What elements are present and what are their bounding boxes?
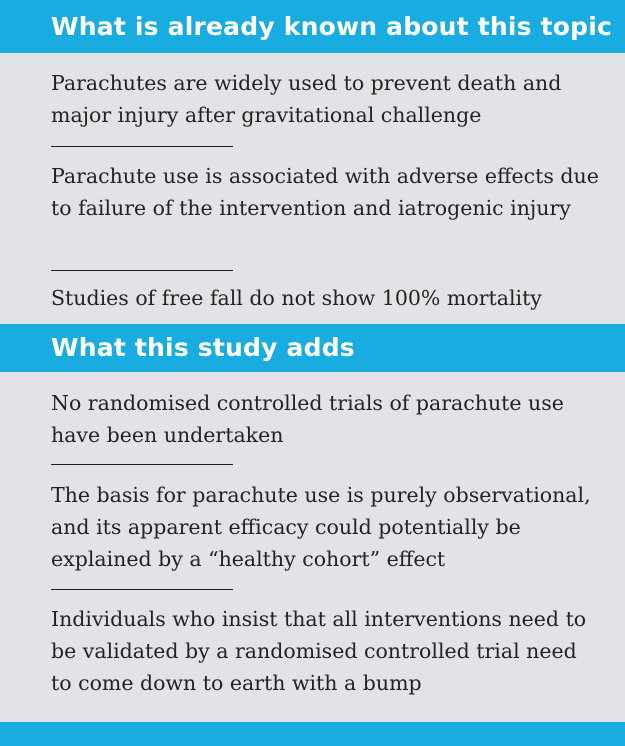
divider [51, 146, 233, 147]
adds-item-2: The basis for parachute use is purely ob… [51, 483, 591, 571]
known-section-heading: What is already known about this topic [0, 0, 625, 53]
divider [51, 589, 233, 590]
divider [51, 270, 233, 271]
known-item-2: Parachute use is associated with adverse… [51, 164, 599, 220]
adds-item-1: No randomised controlled trials of parac… [51, 391, 564, 447]
footer-bar [0, 722, 625, 746]
adds-item-3: Individuals who insist that all interven… [51, 607, 587, 695]
divider [51, 464, 233, 465]
known-item-1: Parachutes are widely used to prevent de… [51, 71, 562, 127]
adds-section-heading: What this study adds [0, 324, 625, 372]
known-item-3: Studies of free fall do not show 100% mo… [51, 286, 542, 310]
